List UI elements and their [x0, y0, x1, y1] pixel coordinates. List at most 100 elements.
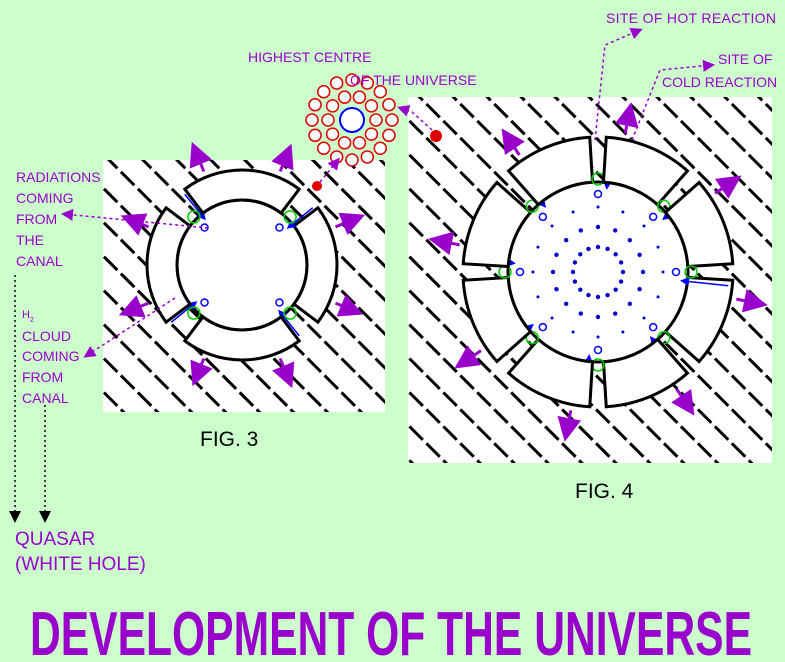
ring-particle	[346, 154, 358, 166]
inner-dot	[613, 311, 617, 315]
figure-caption: FIG. 3	[200, 428, 258, 451]
inner-dot	[613, 287, 617, 291]
inner-dot	[596, 295, 600, 299]
red-dot	[312, 181, 322, 191]
canal-point	[517, 269, 524, 276]
red-dot	[430, 130, 442, 142]
ring-particle	[365, 100, 377, 112]
inner-dot	[621, 210, 624, 213]
inner-dot	[596, 315, 600, 319]
label: H	[22, 309, 30, 321]
inner-dot	[572, 331, 575, 334]
figure-caption: FIG. 4	[575, 480, 634, 503]
inner-dot	[551, 225, 554, 228]
label: CANAL	[16, 253, 63, 269]
inner-dot	[637, 287, 641, 291]
inner-dot	[613, 252, 617, 256]
canal-point	[539, 213, 546, 220]
inner-dot	[637, 253, 641, 257]
inner-dot	[613, 228, 617, 232]
inner-dot	[597, 206, 600, 209]
canal-point	[201, 299, 208, 306]
canal-point	[650, 324, 657, 331]
inner-dot	[571, 270, 575, 274]
label: CLOUD	[22, 328, 71, 344]
inner-dot	[579, 311, 583, 315]
inner-dot	[642, 225, 645, 228]
inner-dot	[564, 238, 568, 242]
inner-dot	[536, 246, 539, 249]
inner-dot	[657, 295, 660, 298]
diagram: HIGHEST CENTRE OF THE UNIVERSE SITE OF H…	[0, 0, 785, 662]
inner-dot	[628, 238, 632, 242]
ring-particle	[374, 142, 386, 154]
ring-particle	[339, 91, 351, 103]
label: OF THE UNIVERSE	[350, 72, 477, 88]
ring-particle	[339, 137, 351, 149]
inner-dot	[586, 247, 590, 251]
canal-point	[595, 347, 602, 354]
ring-particle	[386, 114, 398, 126]
core	[177, 200, 307, 330]
ring-particle	[318, 142, 330, 154]
label: COLD REACTION	[662, 74, 777, 90]
ring-particle	[383, 99, 395, 111]
inner-dot	[564, 302, 568, 306]
label: HIGHEST CENTRE	[248, 49, 371, 65]
label: COMING	[16, 190, 74, 206]
inner-dot	[586, 293, 590, 297]
inner-dot	[572, 210, 575, 213]
inner-dot	[532, 271, 535, 274]
inner-dot	[551, 270, 555, 274]
ring-particle	[361, 151, 373, 163]
label: FROM	[16, 211, 57, 227]
inner-dot	[573, 260, 577, 264]
core	[508, 182, 688, 362]
ring-particle	[353, 137, 365, 149]
inner-dot	[642, 316, 645, 319]
centre	[340, 108, 364, 132]
inner-dot	[619, 260, 623, 264]
canal-point	[650, 213, 657, 220]
inner-dot	[536, 295, 539, 298]
label: COMING	[22, 348, 80, 364]
inner-dot	[621, 331, 624, 334]
canal-point	[276, 299, 283, 306]
title: DEVELOPMENT OF THE UNIVERSE	[30, 600, 752, 662]
ring-particle	[322, 114, 334, 126]
ring-particle	[309, 99, 321, 111]
ring-particle	[383, 129, 395, 141]
inner-dot	[554, 287, 558, 291]
inner-dot	[596, 225, 600, 229]
inner-dot	[554, 253, 558, 257]
ring-particle	[327, 128, 339, 140]
ring-particle	[327, 100, 339, 112]
inner-dot	[597, 336, 600, 339]
label: 2	[30, 317, 34, 324]
canal-point	[539, 324, 546, 331]
inner-dot	[605, 247, 609, 251]
canal-point	[276, 224, 283, 231]
ring-particle	[318, 86, 330, 98]
inner-dot	[641, 270, 645, 274]
inner-dot	[628, 302, 632, 306]
inner-dot	[578, 287, 582, 291]
inner-dot	[605, 293, 609, 297]
inner-dot	[662, 271, 665, 274]
ring-particle	[353, 91, 365, 103]
label: CANAL	[22, 390, 69, 406]
inner-dot	[578, 252, 582, 256]
label: FROM	[22, 369, 63, 385]
ring-particle	[306, 114, 318, 126]
inner-dot	[657, 246, 660, 249]
label: RADIATIONS	[16, 169, 101, 185]
label: SITE OF	[718, 51, 772, 67]
label: SITE OF HOT REACTION	[606, 10, 776, 26]
inner-dot	[573, 279, 577, 283]
ring-particle	[331, 77, 343, 89]
label: THE	[16, 232, 44, 248]
canal-point	[595, 191, 602, 198]
ring-particle	[309, 129, 321, 141]
ring-particle	[370, 114, 382, 126]
canal-point	[673, 269, 680, 276]
